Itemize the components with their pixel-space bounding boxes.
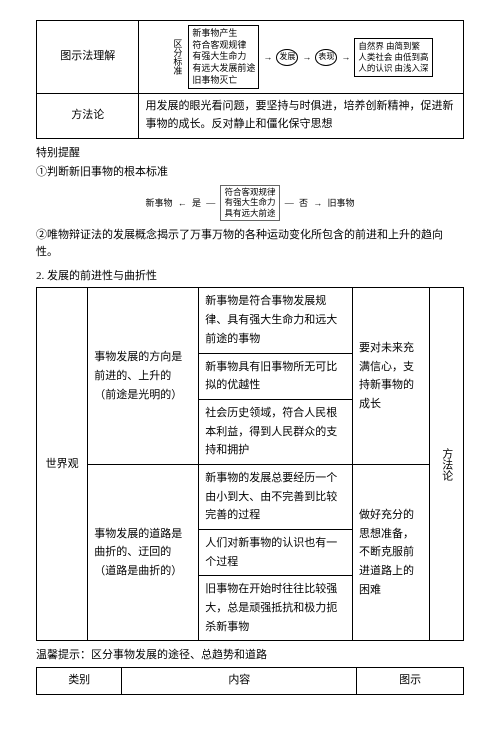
row-label-diagram: 图示法理解 — [37, 21, 139, 94]
criteria-item: 符合客观规律 — [192, 40, 246, 52]
col-category: 类别 — [37, 668, 122, 695]
yes-label: 是 — [192, 196, 201, 210]
arrow-icon: ← — [178, 196, 187, 210]
arrow-icon: → — [313, 196, 322, 210]
path-label: 事物发展的道路是曲折的、迂回的（道路是曲折的） — [88, 464, 199, 641]
table-category-header: 类别 内容 图示 — [36, 667, 464, 695]
node-develop: 发展 — [276, 49, 298, 66]
criteria-item: 具有远大前途 — [224, 208, 275, 218]
dir-cell-2: 新事物具有旧事物所无可比拟的优越性 — [199, 353, 353, 399]
dir-cell-1: 新事物是符合事物发展规律、具有强大生命力和远大前途的事物 — [199, 288, 353, 353]
dir-cell-3: 社会历史领域，符合人民根本利益，得到人民群众的支持和拥护 — [199, 399, 353, 464]
criteria-item: 有远大发展前途 — [192, 63, 255, 75]
path-cell-3: 旧事物在开始时往往比较强大，总是顽强抵抗和极力扼杀新事物 — [199, 576, 353, 641]
sp1-label: ①判断新旧事物的根本标准 — [36, 164, 464, 182]
method-text: 用发展的眼光看问题，要坚持与时俱进，培养创新精神，促进新事物的成长。反对静止和僵… — [139, 94, 464, 138]
criteria-item: 旧事物灭亡 — [192, 75, 237, 87]
development-diagram: 区分标准 新事物产生 符合客观规律 有强大生命力 有远大发展前途 旧事物灭亡 →… — [145, 25, 457, 89]
manifest-list: 自然界 由简到繁 人类社会 由低到高 人的认识 由浅入深 — [354, 38, 432, 77]
col-diagram: 图示 — [357, 668, 464, 695]
section2-title: 2. 发展的前进性与曲折性 — [36, 268, 464, 286]
node-old: 旧事物 — [328, 196, 355, 210]
criteria-label: 区分标准 — [170, 39, 184, 75]
path-cell-2: 人们对新事物的认识也有一个过程 — [199, 530, 353, 576]
criteria-item: 有强大生命力 — [192, 51, 246, 63]
direction-label: 事物发展的方向是前进的、上升的（前途是光明的） — [88, 288, 199, 465]
arrow-icon: → — [341, 50, 350, 64]
path-right: 做好充分的思想准备，不断克服前进道路上的困难 — [352, 464, 429, 641]
method-label: 方法论 — [429, 288, 463, 641]
criteria-list: 新事物产生 符合客观规律 有强大生命力 有远大发展前途 旧事物灭亡 — [188, 25, 259, 89]
worldview-label: 世界观 — [37, 288, 88, 641]
criteria-item: 新事物产生 — [192, 28, 237, 40]
line-icon: — — [285, 196, 294, 210]
path-cell-1: 新事物的发展总要经历一个由小到大、由不完善到比较完善的过程 — [199, 464, 353, 529]
node-new: 新事物 — [145, 196, 172, 210]
criteria-item: 有强大生命力 — [224, 197, 275, 207]
diagram-cell: 区分标准 新事物产生 符合客观规律 有强大生命力 有远大发展前途 旧事物灭亡 →… — [139, 21, 464, 94]
manifest-item: 自然界 由简到繁 — [358, 41, 428, 52]
criteria-box: 符合客观规律 有强大生命力 具有远大前途 — [220, 185, 279, 221]
table-progress-tortuous: 世界观 事物发展的方向是前进的、上升的（前途是光明的） 新事物是符合事物发展规律… — [36, 287, 464, 641]
manifest-item: 人的认识 由浅入深 — [358, 63, 428, 74]
line-icon: — — [206, 196, 215, 210]
manifest-item: 人类社会 由低到高 — [358, 52, 428, 63]
row-label-method: 方法论 — [37, 94, 139, 138]
sp2-text: ②唯物辩证法的发展概念揭示了万事万物的各种运动变化所包含的前进和上升的趋向性。 — [36, 227, 464, 262]
arrow-icon: → — [263, 50, 272, 64]
arrow-icon: → — [302, 50, 311, 64]
no-label: 否 — [299, 196, 308, 210]
criteria-item: 符合客观规律 — [224, 187, 275, 197]
dir-right: 要对未来充满信心，支持新事物的成长 — [352, 288, 429, 465]
tip-text: 温馨提示：区分事物发展的途径、总趋势和道路 — [36, 647, 464, 665]
special-reminder-title: 特别提醒 — [36, 145, 464, 163]
table-diagram-method: 图示法理解 区分标准 新事物产生 符合客观规律 有强大生命力 有远大发展前途 旧… — [36, 20, 464, 139]
node-manifest: 表现 — [315, 49, 337, 66]
col-content: 内容 — [122, 668, 357, 695]
new-old-criteria-diagram: 新事物 ← 是 — 符合客观规律 有强大生命力 具有远大前途 — 否 → 旧事物 — [36, 185, 464, 221]
